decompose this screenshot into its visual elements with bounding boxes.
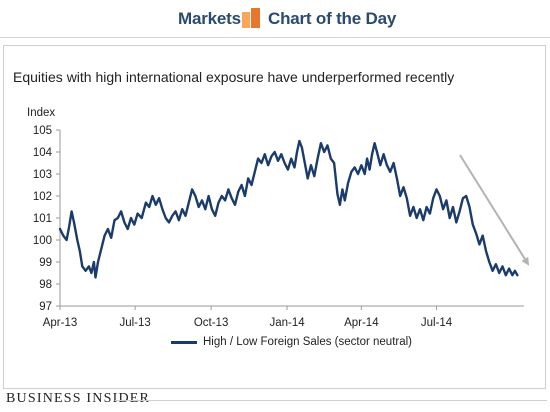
chart-frame bbox=[3, 45, 546, 389]
series-line-high-low-foreign-sales bbox=[58, 139, 519, 279]
y-tick-label: 101 bbox=[33, 213, 52, 225]
markets-logo-icon bbox=[242, 8, 260, 28]
x-tick-label: Jan-14 bbox=[269, 317, 305, 329]
legend-label: High / Low Foreign Sales (sector neutral… bbox=[203, 336, 413, 348]
chart-header: Markets Chart of the Day bbox=[0, 0, 550, 38]
header-markets-label: Markets bbox=[178, 9, 241, 28]
header-chart-of-the-day-label: Chart of the Day bbox=[268, 9, 397, 28]
y-tick-label: 99 bbox=[39, 257, 52, 269]
y-axis-label: Index bbox=[27, 107, 55, 119]
x-tick-label: Apr-14 bbox=[344, 317, 379, 329]
y-axis: 97 98 99 100 101 102 103 104 105 bbox=[33, 125, 60, 313]
x-tick-label: Jul-14 bbox=[421, 317, 453, 329]
y-tick-label: 105 bbox=[33, 125, 52, 137]
footer-divider bbox=[115, 400, 547, 401]
y-tick-label: 100 bbox=[33, 235, 52, 247]
chart-legend: High / Low Foreign Sales (sector neutral… bbox=[171, 334, 412, 350]
header-divider bbox=[0, 37, 550, 38]
y-tick-label: 102 bbox=[33, 191, 52, 203]
footer-brand: BUSINESS INSIDER bbox=[6, 391, 151, 406]
y-tick-label: 97 bbox=[39, 301, 52, 313]
x-tick-label: Apr-13 bbox=[43, 317, 78, 329]
x-tick-label: Jul-13 bbox=[119, 317, 150, 329]
y-tick-label: 104 bbox=[33, 147, 53, 159]
chart-title: Equities with high international exposur… bbox=[13, 69, 455, 85]
y-tick-label: 98 bbox=[39, 279, 52, 291]
x-axis: Apr-13 Jul-13 Oct-13 Jan-14 Apr-14 Jul-14 bbox=[43, 306, 453, 329]
downtrend-arrow bbox=[459, 154, 530, 266]
legend-swatch bbox=[171, 340, 197, 344]
x-tick-label: Oct-13 bbox=[194, 317, 229, 329]
y-tick-label: 103 bbox=[33, 169, 52, 181]
